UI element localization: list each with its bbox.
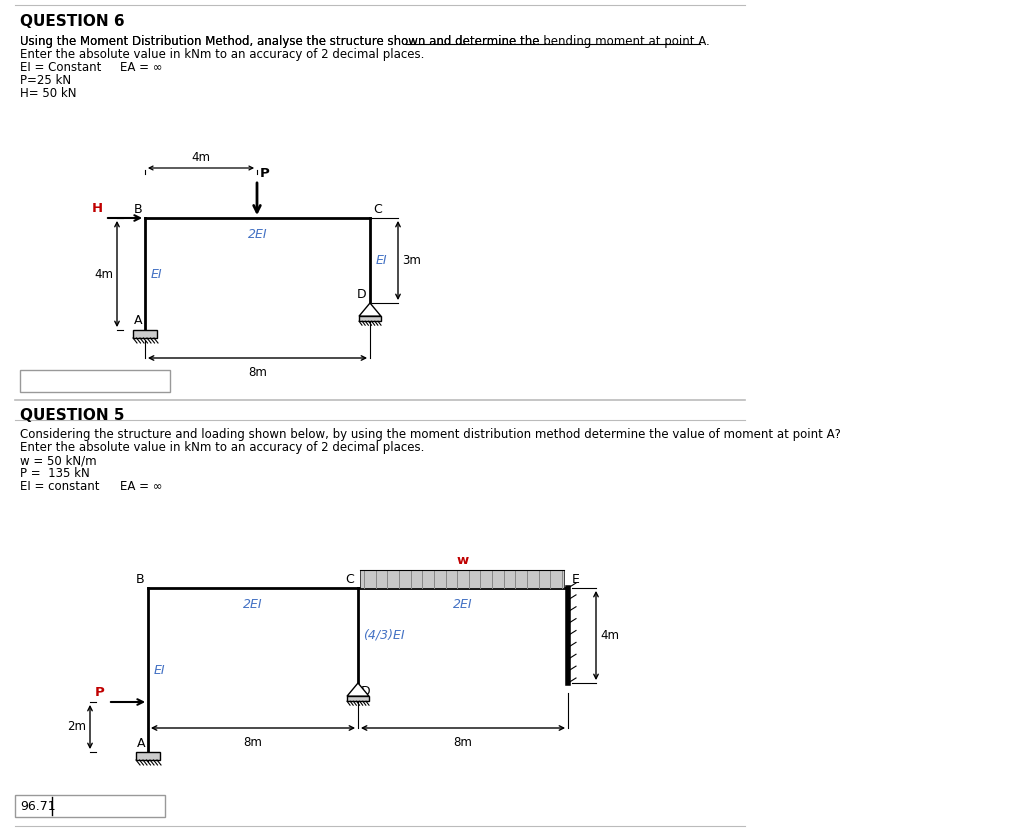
Text: P: P <box>260 167 269 180</box>
Polygon shape <box>347 683 369 696</box>
Text: 4m: 4m <box>94 268 113 281</box>
Text: QUESTION 5: QUESTION 5 <box>20 408 125 423</box>
Bar <box>360 570 564 588</box>
Bar <box>136 752 160 760</box>
Text: A: A <box>136 737 145 750</box>
Text: P =  135 kN: P = 135 kN <box>20 467 90 480</box>
Text: Enter the absolute value in kNm to an accuracy of 2 decimal places.: Enter the absolute value in kNm to an ac… <box>20 441 424 454</box>
Bar <box>347 696 369 701</box>
Text: Using the Moment Distribution Method, analyse the structure shown and determine : Using the Moment Distribution Method, an… <box>20 35 710 48</box>
Text: 8m: 8m <box>454 736 472 749</box>
Bar <box>133 330 157 338</box>
FancyBboxPatch shape <box>20 370 170 392</box>
Text: 8m: 8m <box>248 366 267 379</box>
Text: H: H <box>92 202 103 215</box>
Text: P=25 kN: P=25 kN <box>20 74 71 87</box>
Text: EA = ∞: EA = ∞ <box>120 480 163 493</box>
Text: 3m: 3m <box>402 254 421 267</box>
Text: C: C <box>345 573 354 586</box>
Text: 2EI: 2EI <box>248 228 267 241</box>
Text: B: B <box>133 203 142 216</box>
Text: H= 50 kN: H= 50 kN <box>20 87 77 100</box>
Text: 2EI: 2EI <box>243 598 263 611</box>
Text: (4/3)EI: (4/3)EI <box>362 629 404 642</box>
Text: EI: EI <box>154 663 166 676</box>
FancyBboxPatch shape <box>15 795 165 817</box>
Text: EI = constant: EI = constant <box>20 480 99 493</box>
Text: w = 50 kN/m: w = 50 kN/m <box>20 454 96 467</box>
Text: QUESTION 6: QUESTION 6 <box>20 14 125 29</box>
Text: C: C <box>373 203 382 216</box>
Text: 4m: 4m <box>191 151 211 164</box>
Polygon shape <box>359 303 381 317</box>
Text: w: w <box>457 554 469 567</box>
Text: Considering the structure and loading shown below, by using the moment distribut: Considering the structure and loading sh… <box>20 428 841 441</box>
Bar <box>359 317 381 322</box>
Text: 4m: 4m <box>600 629 618 642</box>
Text: EI = Constant: EI = Constant <box>20 61 101 74</box>
Text: E: E <box>572 573 580 586</box>
Text: EI: EI <box>151 268 163 281</box>
Text: B: B <box>135 573 144 586</box>
Text: EI: EI <box>376 254 388 267</box>
Text: 96.71: 96.71 <box>20 799 55 813</box>
Text: P: P <box>94 686 104 699</box>
Text: EA = ∞: EA = ∞ <box>120 61 163 74</box>
Text: 2m: 2m <box>67 720 86 734</box>
Text: A: A <box>133 314 142 327</box>
Text: 8m: 8m <box>244 736 262 749</box>
Text: Using the Moment Distribution Method, analyse the structure shown and determine : Using the Moment Distribution Method, an… <box>20 35 544 48</box>
Text: Enter the absolute value in kNm to an accuracy of 2 decimal places.: Enter the absolute value in kNm to an ac… <box>20 48 424 61</box>
Text: D: D <box>356 288 366 301</box>
Text: 2EI: 2EI <box>454 598 473 611</box>
Text: D: D <box>361 685 371 698</box>
